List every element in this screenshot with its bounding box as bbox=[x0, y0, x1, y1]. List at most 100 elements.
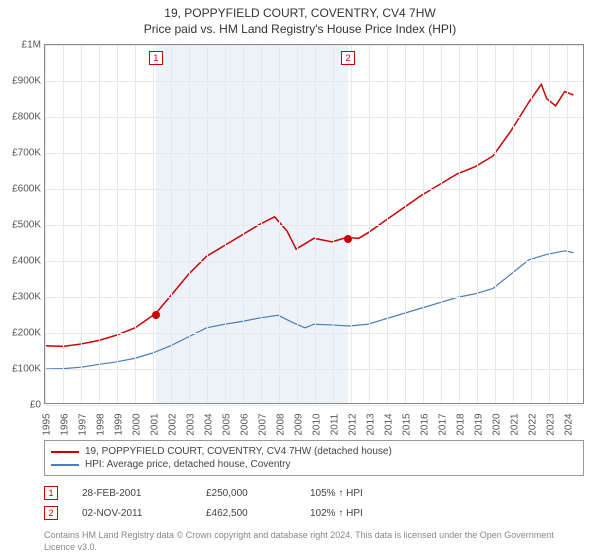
chart-title: 19, POPPYFIELD COURT, COVENTRY, CV4 7HW bbox=[0, 0, 600, 20]
gridline-v bbox=[549, 45, 550, 403]
x-axis-label: 2000 bbox=[128, 413, 143, 435]
gridline-v bbox=[63, 45, 64, 403]
gridline-h bbox=[45, 297, 583, 298]
gridline-v bbox=[243, 45, 244, 403]
gridline-v bbox=[423, 45, 424, 403]
y-axis-label: £600K bbox=[3, 184, 45, 195]
x-axis-label: 2019 bbox=[470, 413, 485, 435]
x-axis-label: 2002 bbox=[164, 413, 179, 435]
gridline-h bbox=[45, 333, 583, 334]
y-axis-label: £900K bbox=[3, 76, 45, 87]
gridline-h bbox=[45, 369, 583, 370]
x-axis-label: 2007 bbox=[254, 413, 269, 435]
gridline-h bbox=[45, 261, 583, 262]
y-axis-label: £100K bbox=[3, 364, 45, 375]
gridline-v bbox=[171, 45, 172, 403]
x-axis-label: 2005 bbox=[218, 413, 233, 435]
x-axis-label: 2018 bbox=[452, 413, 467, 435]
sale-marker-dot bbox=[344, 235, 352, 243]
x-axis-label: 2020 bbox=[488, 413, 503, 435]
gridline-h bbox=[45, 189, 583, 190]
gridline-v bbox=[45, 45, 46, 403]
gridline-v bbox=[351, 45, 352, 403]
sale-marker-label: 1 bbox=[149, 51, 163, 65]
x-axis-label: 2023 bbox=[542, 413, 557, 435]
gridline-h bbox=[45, 225, 583, 226]
attribution-text: Contains HM Land Registry data © Crown c… bbox=[44, 530, 584, 553]
gridline-v bbox=[369, 45, 370, 403]
gridline-v bbox=[207, 45, 208, 403]
x-axis-label: 2006 bbox=[236, 413, 251, 435]
gridline-h bbox=[45, 405, 583, 406]
x-axis-label: 2024 bbox=[560, 413, 575, 435]
gridline-v bbox=[405, 45, 406, 403]
gridline-v bbox=[441, 45, 442, 403]
plot-area: £0£100K£200K£300K£400K£500K£600K£700K£80… bbox=[44, 44, 584, 404]
gridline-v bbox=[513, 45, 514, 403]
gridline-v bbox=[261, 45, 262, 403]
gridline-v bbox=[117, 45, 118, 403]
gridline-h bbox=[45, 153, 583, 154]
x-axis-label: 2010 bbox=[308, 413, 323, 435]
chart-svg bbox=[45, 45, 583, 403]
x-axis-label: 2012 bbox=[344, 413, 359, 435]
sale-marker-label: 2 bbox=[341, 51, 355, 65]
x-axis-label: 2014 bbox=[380, 413, 395, 435]
gridline-v bbox=[315, 45, 316, 403]
y-axis-label: £400K bbox=[3, 256, 45, 267]
y-axis-label: £700K bbox=[3, 148, 45, 159]
x-axis-label: 2001 bbox=[146, 413, 161, 435]
x-axis-label: 1997 bbox=[74, 413, 89, 435]
sale-date: 02-NOV-2011 bbox=[82, 508, 182, 519]
x-axis-label: 2011 bbox=[326, 414, 341, 436]
legend-row: 19, POPPYFIELD COURT, COVENTRY, CV4 7HW … bbox=[51, 445, 577, 458]
y-axis-label: £300K bbox=[3, 292, 45, 303]
y-axis-label: £0 bbox=[3, 400, 45, 411]
x-axis-label: 2021 bbox=[506, 413, 521, 435]
gridline-v bbox=[189, 45, 190, 403]
x-axis-label: 2013 bbox=[362, 413, 377, 435]
chart-subtitle: Price paid vs. HM Land Registry's House … bbox=[0, 20, 600, 36]
legend-text: 19, POPPYFIELD COURT, COVENTRY, CV4 7HW … bbox=[85, 446, 392, 457]
sale-marker-dot bbox=[152, 311, 160, 319]
gridline-v bbox=[153, 45, 154, 403]
x-axis-label: 2008 bbox=[272, 413, 287, 435]
gridline-v bbox=[279, 45, 280, 403]
gridline-h bbox=[45, 81, 583, 82]
gridline-v bbox=[495, 45, 496, 403]
sale-price: £462,500 bbox=[206, 508, 286, 519]
gridline-h bbox=[45, 45, 583, 46]
x-axis-label: 1996 bbox=[56, 413, 71, 435]
x-axis-label: 2009 bbox=[290, 413, 305, 435]
gridline-v bbox=[81, 45, 82, 403]
sale-row-marker: 2 bbox=[44, 506, 58, 520]
x-axis-label: 2015 bbox=[398, 413, 413, 435]
sale-hpi: 105% ↑ HPI bbox=[310, 488, 410, 499]
sale-date: 28-FEB-2001 bbox=[82, 488, 182, 499]
sale-row: 128-FEB-2001£250,000105% ↑ HPI bbox=[44, 486, 584, 500]
gridline-v bbox=[225, 45, 226, 403]
gridline-v bbox=[477, 45, 478, 403]
x-axis-label: 1999 bbox=[110, 413, 125, 435]
gridline-h bbox=[45, 117, 583, 118]
y-axis-label: £500K bbox=[3, 220, 45, 231]
y-axis-label: £800K bbox=[3, 112, 45, 123]
gridline-v bbox=[459, 45, 460, 403]
gridline-v bbox=[387, 45, 388, 403]
legend: 19, POPPYFIELD COURT, COVENTRY, CV4 7HW … bbox=[44, 440, 584, 476]
chart-container: 19, POPPYFIELD COURT, COVENTRY, CV4 7HW … bbox=[0, 0, 600, 560]
x-axis-label: 2016 bbox=[416, 413, 431, 435]
sale-hpi: 102% ↑ HPI bbox=[310, 508, 410, 519]
sale-row: 2 02-NOV-2011 £462,500 102% ↑ HPI bbox=[44, 506, 584, 520]
gridline-v bbox=[567, 45, 568, 403]
gridline-v bbox=[135, 45, 136, 403]
x-axis-label: 2003 bbox=[182, 413, 197, 435]
gridline-v bbox=[297, 45, 298, 403]
gridline-v bbox=[333, 45, 334, 403]
y-axis-label: £200K bbox=[3, 328, 45, 339]
x-axis-label: 2022 bbox=[524, 413, 539, 435]
x-axis-label: 1995 bbox=[38, 413, 53, 435]
x-axis-label: 1998 bbox=[92, 413, 107, 435]
y-axis-label: £1M bbox=[3, 40, 45, 51]
legend-row: HPI: Average price, detached house, Cove… bbox=[51, 458, 577, 471]
